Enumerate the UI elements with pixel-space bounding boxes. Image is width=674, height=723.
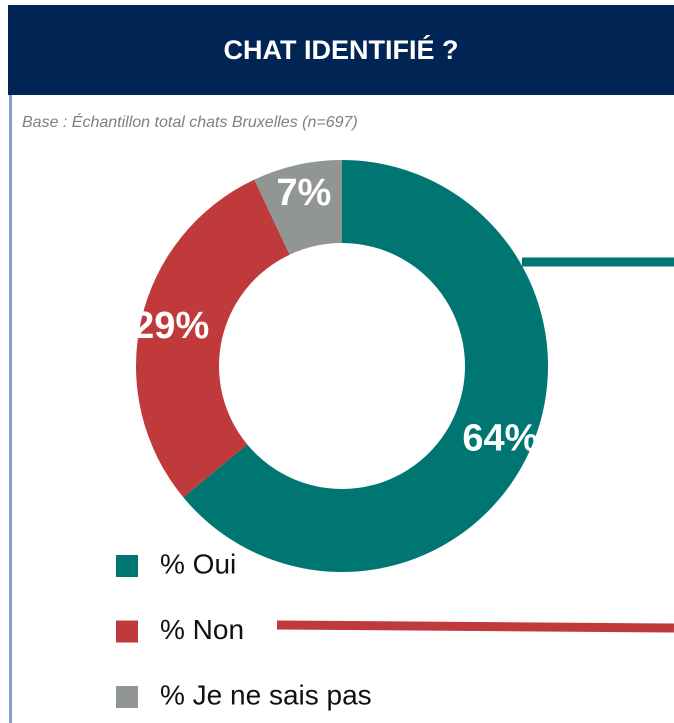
data-label: 64% (462, 418, 538, 460)
data-label: 29% (133, 305, 209, 347)
header-bar (8, 5, 674, 95)
chart-title: CHAT IDENTIFIÉ ? (224, 34, 459, 65)
legend-swatch (116, 686, 138, 708)
pie-slice (136, 179, 290, 498)
legend-label: % Oui (160, 548, 236, 579)
data-label: 7% (276, 172, 331, 214)
legend-swatch (116, 620, 138, 643)
legend-swatch (116, 555, 138, 577)
pie-slice (183, 160, 548, 573)
subtitle: Base : Échantillon total chats Bruxelles… (22, 112, 358, 131)
legend-label: % Je ne sais pas (160, 679, 372, 710)
legend-label: % Non (160, 614, 244, 645)
pie-slice (254, 160, 342, 255)
decor-line (276, 620, 674, 633)
